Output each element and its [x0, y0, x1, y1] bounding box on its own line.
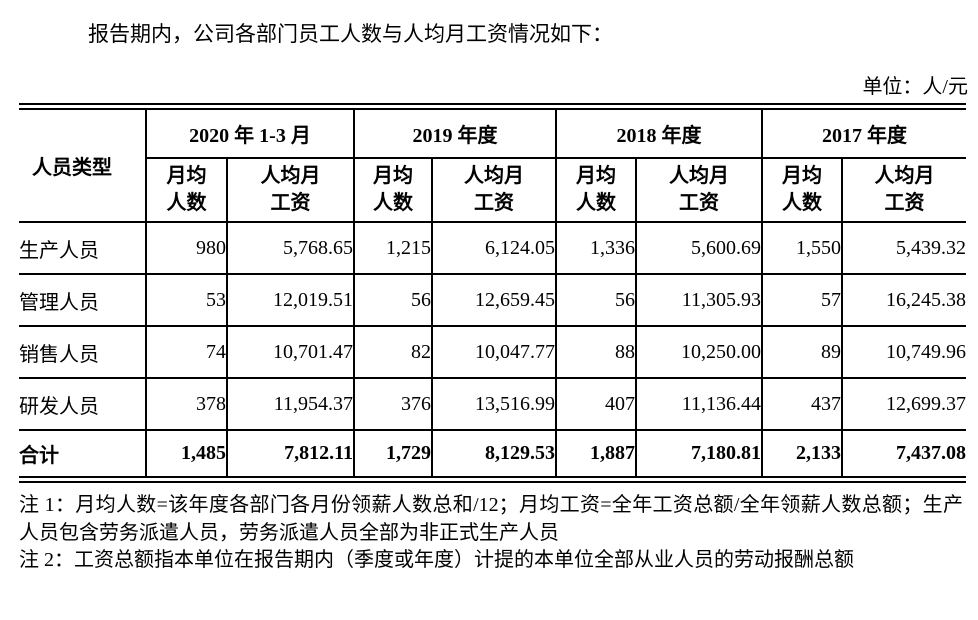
cell-value: 56	[555, 273, 638, 327]
subheader-headcount-2020: 月均 人数	[146, 157, 228, 223]
row-label: 研发人员	[19, 377, 147, 431]
cell-value: 11,954.37	[225, 377, 356, 431]
cell-value: 10,701.47	[225, 325, 356, 379]
subheader-wage-2018: 人均月 工资	[635, 157, 764, 223]
cell-value: 8,129.53	[431, 429, 558, 476]
cell-value: 378	[145, 377, 228, 431]
table-row-management: 管理人员 53 12,019.51 56 12,659.45 56 11,305…	[19, 273, 967, 327]
cell-value: 10,250.00	[635, 325, 764, 379]
cell-value: 16,245.38	[841, 273, 967, 327]
cell-value: 376	[353, 377, 434, 431]
row-label: 合计	[19, 429, 147, 476]
cell-value: 5,600.69	[635, 221, 764, 275]
period-header-2018: 2018 年度	[555, 110, 764, 159]
cell-value: 437	[761, 377, 844, 431]
cell-value: 407	[555, 377, 638, 431]
cell-value: 1,729	[353, 429, 434, 476]
subheader-headcount-2018: 月均 人数	[555, 157, 638, 223]
cell-value: 6,124.05	[431, 221, 558, 275]
note-2: 注 2：工资总额指本单位在报告期内（季度或年度）计提的本单位全部从业人员的劳动报…	[19, 549, 854, 571]
cell-value: 56	[353, 273, 434, 327]
cell-value: 12,699.37	[841, 377, 967, 431]
cell-value: 7,812.11	[225, 429, 356, 476]
subheader-wage-2019: 人均月 工资	[431, 157, 558, 223]
cell-value: 57	[761, 273, 844, 327]
person-type-header: 人员类型	[19, 110, 147, 223]
document-page: 报告期内，公司各部门员工人数与人均月工资情况如下： 单位：人/元 人员类型 20…	[0, 20, 978, 620]
cell-value: 12,019.51	[225, 273, 356, 327]
cell-value: 12,659.45	[431, 273, 558, 327]
cell-value: 1,550	[761, 221, 844, 275]
cell-value: 2,133	[761, 429, 844, 476]
subheader-wage-2020: 人均月 工资	[225, 157, 356, 223]
cell-value: 11,136.44	[635, 377, 764, 431]
period-header-2017: 2017 年度	[761, 110, 967, 159]
cell-value: 1,887	[555, 429, 638, 476]
cell-value: 7,437.08	[841, 429, 967, 476]
subheader-wage-2017: 人均月 工资	[841, 157, 967, 223]
cell-value: 89	[761, 325, 844, 379]
cell-value: 7,180.81	[635, 429, 764, 476]
table-row-rd: 研发人员 378 11,954.37 376 13,516.99 407 11,…	[19, 377, 967, 431]
cell-value: 5,768.65	[225, 221, 356, 275]
table-row-total: 合计 1,485 7,812.11 1,729 8,129.53 1,887 7…	[19, 429, 967, 476]
cell-value: 11,305.93	[635, 273, 764, 327]
row-label: 销售人员	[19, 325, 147, 379]
subheader-headcount-2019: 月均 人数	[353, 157, 434, 223]
staff-table-wrapper: 人员类型 2020 年 1-3 月 2019 年度 2018 年度 2017 年…	[19, 103, 967, 483]
table-row-production: 生产人员 980 5,768.65 1,215 6,124.05 1,336 5…	[19, 221, 967, 275]
cell-value: 13,516.99	[431, 377, 558, 431]
table-row-sales: 销售人员 74 10,701.47 82 10,047.77 88 10,250…	[19, 325, 967, 379]
period-header-2019: 2019 年度	[353, 110, 558, 159]
note-1: 注 1：月均人数=该年度各部门各月份领薪人数总和/12；月均工资=全年工资总额/…	[19, 494, 963, 544]
period-header-2020: 2020 年 1-3 月	[144, 110, 356, 159]
unit-label: 单位：人/元	[862, 76, 968, 98]
cell-value: 980	[145, 221, 228, 275]
cell-value: 1,215	[353, 221, 434, 275]
intro-text: 报告期内，公司各部门员工人数与人均月工资情况如下：	[88, 22, 613, 46]
staff-wage-table: 人员类型 2020 年 1-3 月 2019 年度 2018 年度 2017 年…	[19, 110, 967, 476]
subheader-headcount-2017: 月均 人数	[761, 157, 844, 223]
row-label: 生产人员	[19, 221, 147, 275]
cell-value: 88	[555, 325, 638, 379]
cell-value: 10,047.77	[431, 325, 558, 379]
cell-value: 82	[353, 325, 434, 379]
cell-value: 1,336	[555, 221, 638, 275]
cell-value: 53	[145, 273, 228, 327]
cell-value: 5,439.32	[841, 221, 967, 275]
cell-value: 74	[145, 325, 228, 379]
footnotes: 注 1：月均人数=该年度各部门各月份领薪人数总和/12；月均工资=全年工资总额/…	[19, 492, 963, 575]
cell-value: 10,749.96	[841, 325, 967, 379]
cell-value: 1,485	[145, 429, 228, 476]
row-label: 管理人员	[19, 273, 147, 327]
